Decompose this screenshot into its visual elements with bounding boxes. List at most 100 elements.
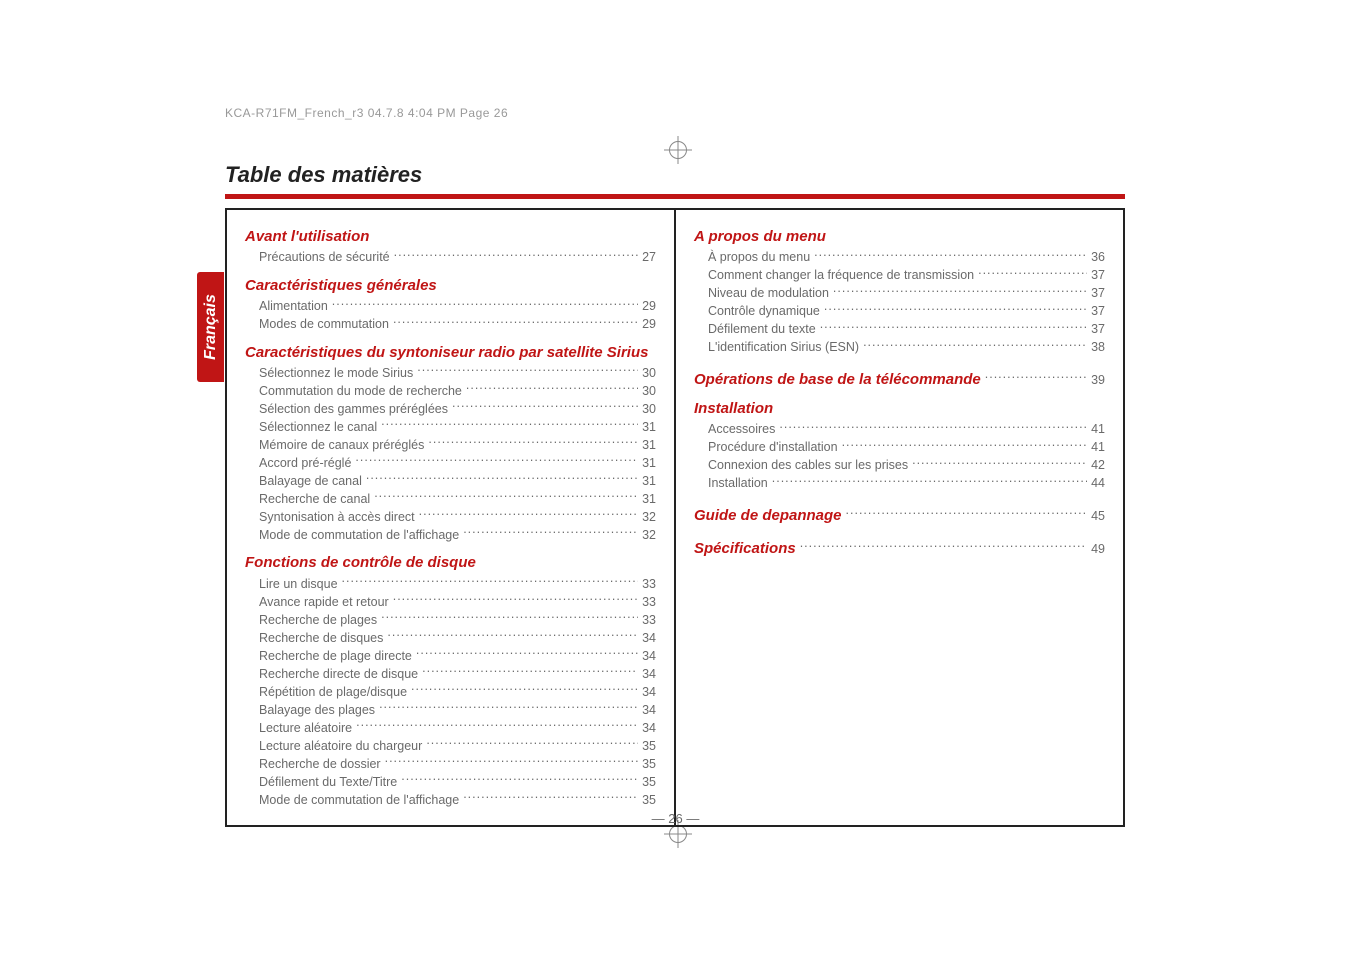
toc-entry-page: 35 bbox=[642, 792, 656, 810]
toc-entry-label: Recherche de dossier bbox=[259, 756, 381, 774]
toc-entry-label: Lire un disque bbox=[259, 576, 338, 594]
toc-entry-page: 31 bbox=[642, 455, 656, 473]
toc-heading-page: 39 bbox=[1091, 372, 1105, 390]
toc-entry-page: 34 bbox=[642, 702, 656, 720]
toc-entry: Commutation du mode de recherche30 bbox=[259, 382, 656, 400]
toc-entry-page: 29 bbox=[642, 316, 656, 334]
toc-entry-page: 32 bbox=[642, 509, 656, 527]
toc-entry-page: 33 bbox=[642, 612, 656, 630]
toc-entry-page: 34 bbox=[642, 684, 656, 702]
toc-entry: Accessoires41 bbox=[708, 421, 1105, 439]
toc-entry: Recherche de canal31 bbox=[259, 490, 656, 508]
toc-leader bbox=[452, 400, 638, 413]
toc-entry-page: 29 bbox=[642, 298, 656, 316]
toc-entry-page: 30 bbox=[642, 383, 656, 401]
toc-group-heading: Fonctions de contrôle de disque bbox=[245, 554, 656, 573]
toc-entry-label: Contrôle dynamique bbox=[708, 303, 820, 321]
toc-leader bbox=[355, 454, 638, 467]
toc-leader bbox=[863, 339, 1087, 352]
toc-entry-page: 42 bbox=[1091, 457, 1105, 475]
toc-entry: Défilement du texte 37 bbox=[708, 321, 1105, 339]
toc-leader bbox=[912, 457, 1087, 470]
toc-entry-page: 37 bbox=[1091, 321, 1105, 339]
toc-entry-page: 33 bbox=[642, 594, 656, 612]
toc-leader bbox=[393, 593, 638, 606]
toc-entry-page: 35 bbox=[642, 774, 656, 792]
toc-entry-label: Accord pré-réglé bbox=[259, 455, 351, 473]
toc-leader bbox=[428, 436, 638, 449]
toc-entry: Alimentation29 bbox=[259, 298, 656, 316]
toc-entry-label: Connexion des cables sur les prises bbox=[708, 457, 908, 475]
page: KCA-R71FM_French_r3 04.7.8 4:04 PM Page … bbox=[0, 0, 1351, 954]
toc-entry: Lecture aléatoire du chargeur35 bbox=[259, 737, 656, 755]
toc-leader bbox=[385, 755, 638, 768]
toc-leader bbox=[820, 321, 1087, 334]
toc-entry-page: 37 bbox=[1091, 267, 1105, 285]
toc-entry-page: 30 bbox=[642, 365, 656, 383]
toc-entry-label: Comment changer la fréquence de transmis… bbox=[708, 267, 974, 285]
toc-entry-label: Sélectionnez le canal bbox=[259, 419, 377, 437]
toc-entry-page: 38 bbox=[1091, 339, 1105, 357]
toc-leader bbox=[466, 382, 638, 395]
toc-entry-page: 41 bbox=[1091, 421, 1105, 439]
toc-entry: Recherche de plages33 bbox=[259, 611, 656, 629]
toc-heading-entry: Spécifications49 bbox=[694, 538, 1105, 559]
page-title: Table des matières bbox=[225, 162, 422, 188]
toc-entry-page: 31 bbox=[642, 473, 656, 491]
toc-entry-page: 44 bbox=[1091, 475, 1105, 493]
toc-entry: Lecture aléatoire34 bbox=[259, 719, 656, 737]
language-tab-label: Français bbox=[202, 294, 220, 360]
toc-entry-label: Mémoire de canaux préréglés bbox=[259, 437, 424, 455]
toc-entry-label: Installation bbox=[708, 475, 768, 493]
toc-entry: Connexion des cables sur les prises 42 bbox=[708, 457, 1105, 475]
toc-group-heading: A propos du menu bbox=[694, 228, 1105, 247]
toc-entry: Recherche de plage directe34 bbox=[259, 647, 656, 665]
toc-leader bbox=[401, 773, 638, 786]
toc-heading-label: Spécifications bbox=[694, 538, 796, 559]
toc-entry-label: Recherche de disques bbox=[259, 630, 383, 648]
toc-right-column: A propos du menuÀ propos du menu36Commen… bbox=[676, 210, 1123, 825]
toc-entry-label: Mode de commutation de l'affichage bbox=[259, 792, 459, 810]
toc-heading-label: Guide de depannage bbox=[694, 505, 842, 526]
toc-entry-label: Syntonisation à accès direct bbox=[259, 509, 415, 527]
toc-entry-label: Précautions de sécurité bbox=[259, 249, 390, 267]
toc-leader bbox=[426, 737, 638, 750]
toc-entry: Recherche de dossier35 bbox=[259, 755, 656, 773]
toc-entry-label: Sélection des gammes préréglées bbox=[259, 401, 448, 419]
toc-leader bbox=[387, 629, 638, 642]
toc-leader bbox=[416, 647, 638, 660]
toc-entry-label: Procédure d'installation bbox=[708, 439, 838, 457]
toc-entry-page: 34 bbox=[642, 720, 656, 738]
toc-leader bbox=[393, 316, 638, 329]
toc-entry-label: Défilement du texte bbox=[708, 321, 816, 339]
toc-leader bbox=[814, 249, 1087, 262]
toc-leader bbox=[985, 371, 1087, 384]
toc-leader bbox=[394, 249, 638, 262]
toc-entry: Syntonisation à accès direct 32 bbox=[259, 508, 656, 526]
toc-frame: Avant l'utilisationPrécautions de sécuri… bbox=[225, 208, 1125, 827]
toc-entry-label: Balayage de canal bbox=[259, 473, 362, 491]
toc-entry-label: Recherche de plage directe bbox=[259, 648, 412, 666]
toc-entry-label: Avance rapide et retour bbox=[259, 594, 389, 612]
toc-entry: Sélectionnez le canal 31 bbox=[259, 418, 656, 436]
toc-entry: Installation 44 bbox=[708, 475, 1105, 493]
toc-entry-label: Sélectionnez le mode Sirius bbox=[259, 365, 413, 383]
toc-leader bbox=[800, 540, 1087, 553]
toc-entry: Procédure d'installation41 bbox=[708, 439, 1105, 457]
toc-entry-label: Modes de commutation bbox=[259, 316, 389, 334]
toc-entry-label: À propos du menu bbox=[708, 249, 810, 267]
toc-leader bbox=[419, 508, 638, 521]
toc-entry-label: Mode de commutation de l'affichage bbox=[259, 527, 459, 545]
toc-leader bbox=[374, 490, 638, 503]
toc-entry: Modes de commutation 29 bbox=[259, 316, 656, 334]
toc-entry-page: 32 bbox=[642, 527, 656, 545]
toc-entry: Mémoire de canaux préréglés31 bbox=[259, 436, 656, 454]
toc-entry: Sélection des gammes préréglées30 bbox=[259, 400, 656, 418]
toc-group-heading: Caractéristiques du syntoniseur radio pa… bbox=[245, 344, 656, 363]
toc-leader bbox=[332, 298, 638, 311]
toc-leader bbox=[833, 285, 1087, 298]
toc-leader bbox=[978, 267, 1087, 280]
toc-entry-page: 37 bbox=[1091, 303, 1105, 321]
toc-entry-page: 31 bbox=[642, 419, 656, 437]
toc-entry-label: Recherche directe de disque bbox=[259, 666, 418, 684]
